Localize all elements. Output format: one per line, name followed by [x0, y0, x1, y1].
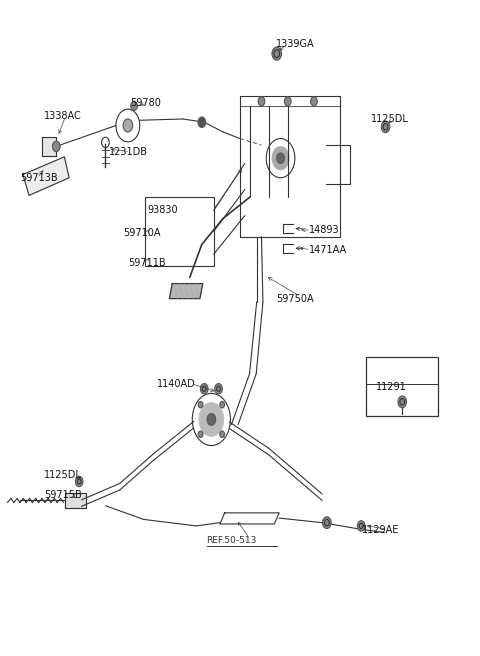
Circle shape	[272, 146, 289, 170]
Circle shape	[358, 521, 365, 531]
Text: 1140AD: 1140AD	[156, 379, 195, 388]
Text: REF.50-513: REF.50-513	[206, 536, 257, 544]
Text: 11291: 11291	[376, 382, 407, 392]
Circle shape	[284, 96, 291, 106]
Text: 59780: 59780	[130, 98, 161, 108]
Text: 59710A: 59710A	[123, 228, 161, 238]
Circle shape	[131, 101, 137, 110]
Bar	[144, 197, 214, 266]
Text: 59713B: 59713B	[21, 173, 58, 183]
Circle shape	[52, 141, 60, 152]
Circle shape	[381, 121, 390, 133]
Text: 93830: 93830	[147, 205, 178, 215]
Circle shape	[220, 401, 225, 408]
Polygon shape	[65, 493, 86, 508]
Text: 59711B: 59711B	[128, 258, 166, 268]
Polygon shape	[23, 157, 69, 195]
Text: 59750A: 59750A	[276, 294, 313, 304]
Circle shape	[198, 117, 205, 127]
Text: 1129AE: 1129AE	[362, 525, 399, 535]
Circle shape	[198, 401, 203, 408]
Circle shape	[311, 96, 317, 106]
Text: 59715B: 59715B	[44, 489, 82, 500]
Circle shape	[207, 413, 216, 425]
Circle shape	[398, 396, 407, 407]
Circle shape	[200, 384, 208, 394]
Circle shape	[198, 431, 203, 438]
Circle shape	[215, 384, 222, 394]
Text: 14893: 14893	[309, 225, 340, 235]
Circle shape	[258, 96, 265, 106]
Bar	[366, 358, 438, 416]
Circle shape	[272, 47, 281, 60]
Circle shape	[199, 403, 224, 436]
Text: 1125DL: 1125DL	[44, 470, 82, 480]
Circle shape	[75, 476, 83, 487]
Text: 1231DB: 1231DB	[109, 147, 148, 157]
Polygon shape	[169, 283, 203, 298]
Circle shape	[220, 431, 225, 438]
Circle shape	[323, 517, 331, 529]
Text: 1338AC: 1338AC	[44, 111, 82, 121]
Circle shape	[277, 153, 284, 163]
Text: 1125DL: 1125DL	[371, 114, 409, 124]
Polygon shape	[42, 136, 56, 156]
Text: 1339GA: 1339GA	[276, 39, 314, 49]
Text: 1471AA: 1471AA	[309, 245, 348, 255]
Circle shape	[123, 119, 132, 132]
